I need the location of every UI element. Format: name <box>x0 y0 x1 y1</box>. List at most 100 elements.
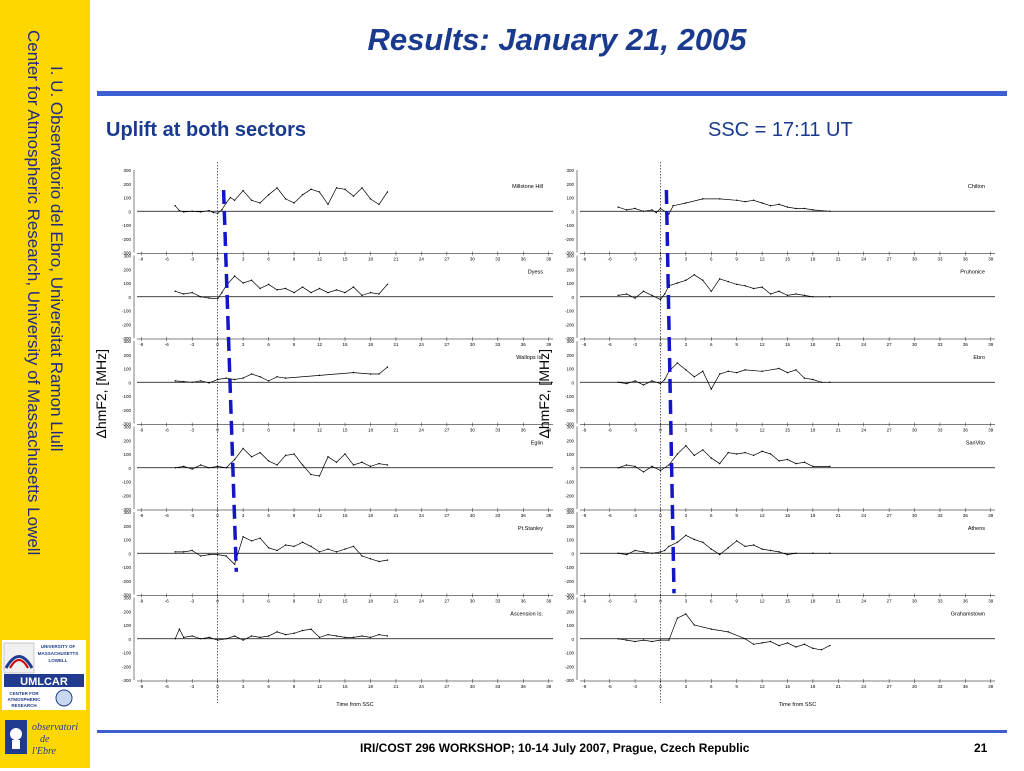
station-label-left-3: Eglin <box>531 441 543 447</box>
data-point-left-0 <box>208 209 210 212</box>
data-point-right-3 <box>693 454 696 457</box>
data-point-left-0 <box>174 205 176 207</box>
x-tick-label-right-3: -3 <box>633 513 637 518</box>
x-axis-title-right: Time from SSC <box>779 702 816 708</box>
x-tick-label-left-3: 36 <box>521 513 527 518</box>
y-tick-label-left-4: 300 <box>123 510 131 515</box>
x-tick-label-left-2: 33 <box>495 428 501 433</box>
x-tick-label-right-5: 21 <box>836 684 842 689</box>
x-tick-label-left-0: 21 <box>393 257 399 262</box>
data-point-left-2 <box>208 382 210 384</box>
data-point-right-1 <box>735 283 738 286</box>
x-tick-label-left-4: 9 <box>293 599 296 604</box>
data-point-left-3 <box>191 468 193 470</box>
data-point-left-0 <box>344 188 346 190</box>
x-tick-label-right-2: 33 <box>937 428 943 433</box>
data-point-right-1 <box>812 296 814 298</box>
y-tick-label-right-0: 300 <box>566 168 574 173</box>
data-point-right-4 <box>693 538 696 541</box>
data-point-left-1 <box>310 291 312 294</box>
x-tick-label-right-1: -9 <box>582 342 586 347</box>
data-point-right-4 <box>625 553 628 556</box>
data-point-right-4 <box>786 553 789 556</box>
data-point-right-3 <box>812 465 814 468</box>
x-tick-label-right-4: 39 <box>988 599 994 604</box>
x-tick-label-right-4: 3 <box>685 599 688 604</box>
x-tick-label-left-0: 6 <box>267 257 270 262</box>
data-point-right-1 <box>617 294 619 297</box>
y-tick-label-left-2: -300 <box>122 422 132 427</box>
data-point-right-5 <box>820 649 823 651</box>
y-tick-label-right-5: -300 <box>565 678 575 683</box>
data-point-left-2 <box>378 373 380 375</box>
station-label-right-2: Ebro <box>973 355 985 361</box>
x-tick-label-left-3: -9 <box>139 513 143 518</box>
umlcar-bottom-2: ATMOSPHERIC <box>8 697 42 702</box>
data-point-right-4 <box>659 551 662 553</box>
data-point-right-2 <box>744 369 746 371</box>
x-tick-label-right-3: 24 <box>861 513 867 518</box>
x-tick-label-left-1: -9 <box>139 342 143 347</box>
data-point-left-4 <box>386 559 389 561</box>
data-point-right-0 <box>803 207 806 210</box>
data-point-left-2 <box>191 381 193 383</box>
data-point-left-0 <box>276 187 278 189</box>
x-tick-label-left-0: 36 <box>521 257 527 262</box>
data-point-left-0 <box>293 202 295 204</box>
data-point-right-5 <box>710 628 712 630</box>
data-point-right-5 <box>812 647 814 650</box>
data-point-right-2 <box>719 373 721 375</box>
y-tick-label-left-2: 0 <box>128 380 131 385</box>
data-point-left-1 <box>174 290 176 292</box>
data-point-left-3 <box>352 464 355 466</box>
data-point-right-4 <box>812 552 814 554</box>
data-point-right-4 <box>634 549 636 552</box>
data-point-left-5 <box>250 635 253 637</box>
series-line-right-2 <box>618 362 830 390</box>
x-tick-label-left-3: 15 <box>342 513 348 518</box>
y-tick-label-left-4: 0 <box>128 551 131 556</box>
x-tick-label-right-3: 33 <box>937 513 943 518</box>
data-point-right-0 <box>786 206 789 208</box>
data-point-right-4 <box>735 540 738 542</box>
data-point-left-2 <box>233 378 236 381</box>
data-point-left-5 <box>199 638 202 640</box>
data-point-left-0 <box>301 194 304 196</box>
x-tick-label-left-3: 18 <box>368 513 374 518</box>
data-point-left-4 <box>378 560 380 563</box>
data-point-left-1 <box>199 296 202 298</box>
data-point-right-0 <box>672 205 674 207</box>
station-label-right-5: Grahamstown <box>951 612 985 618</box>
y-tick-label-left-0: -200 <box>122 237 132 242</box>
x-tick-label-left-3: 3 <box>242 513 245 518</box>
data-point-left-5 <box>344 636 346 639</box>
y-tick-label-left-1: -300 <box>122 336 132 341</box>
y-tick-label-left-5: 100 <box>123 623 131 628</box>
x-tick-label-left-4: 36 <box>521 599 527 604</box>
umlcar-top-1: UNIVERSITY OF <box>41 644 76 649</box>
data-point-right-5 <box>752 643 755 645</box>
y-tick-label-right-4: -300 <box>565 593 575 598</box>
data-point-right-1 <box>761 286 763 288</box>
data-point-right-0 <box>651 209 653 211</box>
data-point-right-3 <box>651 465 653 468</box>
x-tick-label-left-1: 33 <box>495 342 501 347</box>
x-tick-label-right-3: 12 <box>760 513 766 518</box>
y-tick-label-right-2: 100 <box>566 367 574 372</box>
y-tick-label-left-5: -200 <box>122 664 132 669</box>
data-point-left-0 <box>182 211 185 213</box>
x-tick-label-left-5: 0 <box>216 684 219 689</box>
data-point-left-4 <box>250 540 253 542</box>
data-point-left-3 <box>344 453 346 455</box>
x-tick-label-right-5: 33 <box>937 684 943 689</box>
x-tick-label-right-2: 3 <box>685 428 688 433</box>
x-tick-label-left-0: 15 <box>342 257 348 262</box>
data-point-right-0 <box>778 203 780 206</box>
data-point-right-2 <box>795 369 797 371</box>
x-tick-label-left-0: 18 <box>368 257 374 262</box>
title-divider <box>97 91 1007 96</box>
data-point-right-2 <box>625 382 628 385</box>
y-tick-label-right-2: 0 <box>571 380 574 385</box>
x-tick-label-left-4: 12 <box>317 599 323 604</box>
